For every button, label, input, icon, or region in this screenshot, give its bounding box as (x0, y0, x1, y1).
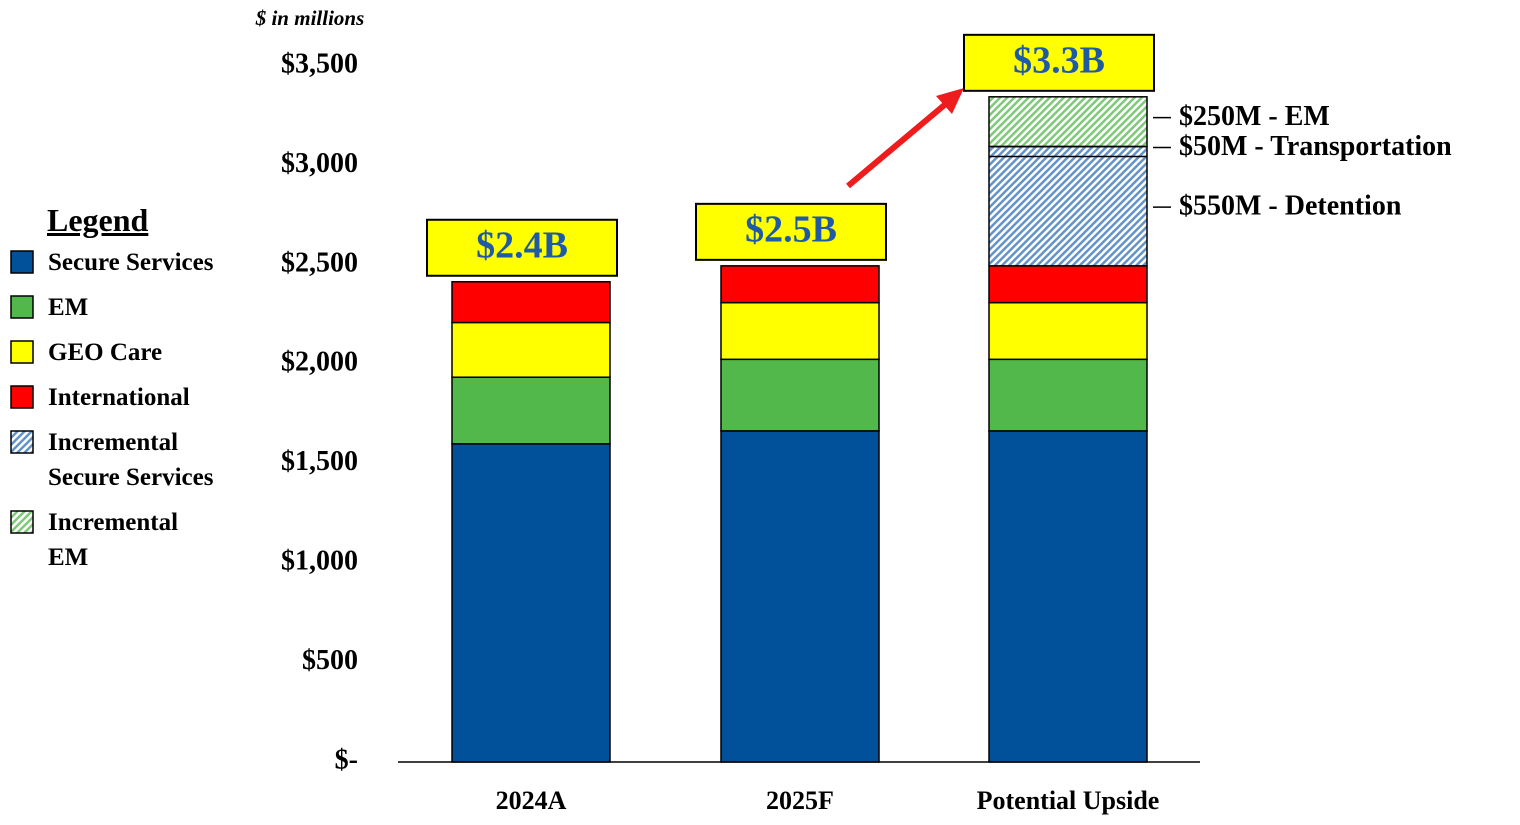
legend-item: Secure Services (10, 245, 225, 280)
bar-segment (988, 145, 1148, 267)
legend-label: International (48, 384, 190, 411)
total-box (963, 33, 1155, 92)
arrow-head (936, 88, 964, 114)
y-tick-label: $1,500 (281, 446, 358, 477)
legend-swatch-fill (10, 510, 34, 534)
bar-segment (988, 430, 1148, 763)
bar-segment (451, 281, 611, 324)
total-label: $2.5B (745, 209, 837, 251)
unit-label: $ in millions (255, 6, 365, 30)
legend-item: Incremental Secure Services (10, 425, 225, 495)
legend-swatch-fill (10, 295, 34, 319)
bar-segment (720, 358, 880, 432)
total-box (426, 218, 618, 277)
legend-label: Secure Services (48, 249, 214, 276)
legend-swatch-fill (10, 430, 34, 454)
legend-swatch (10, 510, 34, 534)
bar-segment (720, 430, 880, 763)
legend-label: Incremental Secure Services (48, 429, 214, 491)
bar-segment (988, 265, 1148, 304)
bar-segment (451, 443, 611, 763)
legend-item: International (10, 380, 225, 415)
total-label: $3.3B (1013, 40, 1105, 82)
annotation: $550M - Detention (1179, 191, 1402, 222)
bar-segment (451, 376, 611, 445)
legend-swatch (10, 295, 34, 319)
legend-swatch (10, 430, 34, 454)
x-tick-label: 2025F (766, 786, 834, 815)
arrow (846, 99, 950, 189)
bar-segment (720, 265, 880, 304)
x-tick-label: Potential Upside (977, 786, 1160, 815)
legend-item: EM (10, 290, 225, 325)
annotation: $250M - EM (1179, 101, 1330, 132)
legend-title: Legend (47, 202, 149, 238)
x-tick-label: 2024A (496, 786, 567, 815)
y-tick-label: $3,500 (281, 48, 358, 79)
bar-segment (451, 321, 611, 378)
total-box (695, 202, 887, 261)
legend-swatch-fill (10, 385, 34, 409)
y-tick-label: $2,000 (281, 347, 358, 378)
legend-item: Incremental EM (10, 505, 225, 575)
y-tick-label: $- (335, 744, 358, 775)
legend-swatch (10, 340, 34, 364)
bar-segment (988, 301, 1148, 361)
y-tick-label: $3,000 (281, 148, 358, 179)
legend-swatch (10, 385, 34, 409)
annotation: $50M - Transportation (1179, 131, 1452, 162)
legend-swatch-fill (10, 340, 34, 364)
bar-segment (720, 301, 880, 361)
total-label: $2.4B (476, 224, 568, 266)
legend: Legend Secure Services EM GEO Care Internat… (10, 202, 225, 585)
legend-swatch-fill (10, 250, 34, 274)
legend-label: GEO Care (48, 339, 163, 366)
legend-item: GEO Care (10, 335, 225, 370)
y-tick-label: $2,500 (281, 247, 358, 278)
bar-segment (988, 358, 1148, 432)
bar-segment (988, 96, 1148, 148)
y-tick-label: $500 (302, 645, 358, 676)
legend-swatch (10, 250, 34, 274)
legend-label: Incremental EM (48, 509, 179, 571)
y-tick-label: $1,000 (281, 546, 358, 577)
legend-label: EM (48, 294, 89, 321)
